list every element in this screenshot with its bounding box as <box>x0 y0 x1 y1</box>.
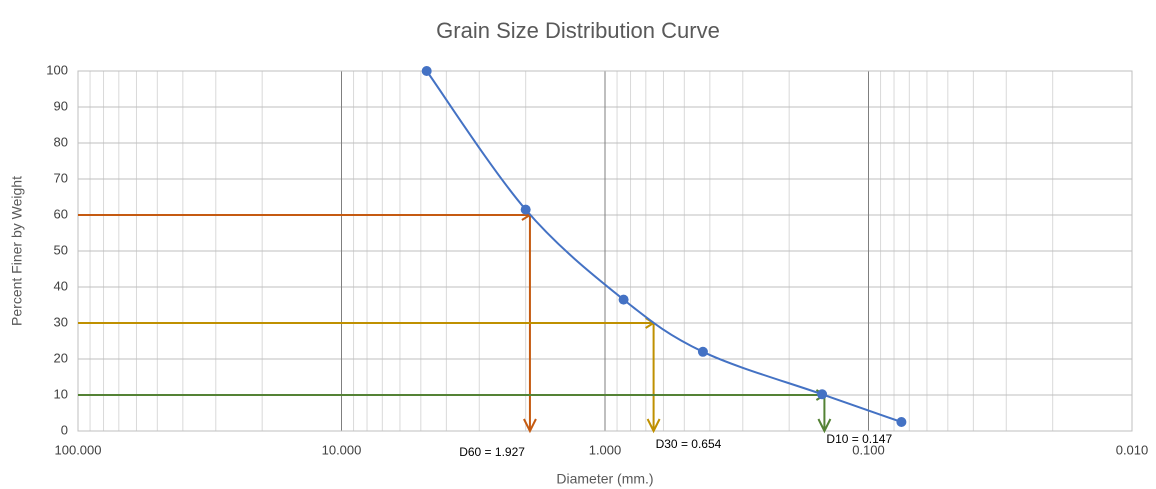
x-tick-label: 0.010 <box>1116 442 1149 457</box>
y-axis-label: Percent Finer by Weight <box>9 176 25 326</box>
data-point <box>520 204 531 215</box>
y-tick-label: 0 <box>61 422 68 437</box>
data-point <box>697 346 708 357</box>
reference-arrowhead <box>817 418 832 434</box>
y-tick-label: 10 <box>54 386 68 401</box>
curve <box>425 70 902 423</box>
y-tick-label: 20 <box>54 350 68 365</box>
plot-border <box>77 70 1133 432</box>
chart-title: Grain Size Distribution Curve <box>436 18 720 43</box>
x-tick-label: 0.100 <box>852 442 885 457</box>
y-tick-label: 70 <box>54 170 68 185</box>
y-tick-label: 30 <box>54 314 68 329</box>
y-tick-label: 40 <box>54 278 68 293</box>
data-point <box>896 417 907 427</box>
annotation-label: D30 = 0.654 <box>656 437 722 451</box>
y-tick-label: 90 <box>54 98 68 113</box>
reference-arrowhead <box>646 418 661 434</box>
y-tick-label: 50 <box>54 242 68 257</box>
x-axis-label: Diameter (mm.) <box>556 471 653 487</box>
y-tick-label: 100 <box>46 62 68 77</box>
annotation-label: D10 = 0.147 <box>826 432 892 446</box>
x-tick-label: 1.000 <box>589 442 622 457</box>
data-point <box>817 389 828 400</box>
data-point <box>618 294 629 305</box>
data-point <box>421 66 432 76</box>
annotation-label: D60 = 1.927 <box>459 445 525 459</box>
x-tick-label: 100.000 <box>55 442 102 457</box>
y-tick-label: 80 <box>54 134 68 149</box>
y-tick-label: 60 <box>54 206 68 221</box>
x-tick-label: 10.000 <box>322 442 362 457</box>
reference-arrowhead <box>523 418 537 434</box>
